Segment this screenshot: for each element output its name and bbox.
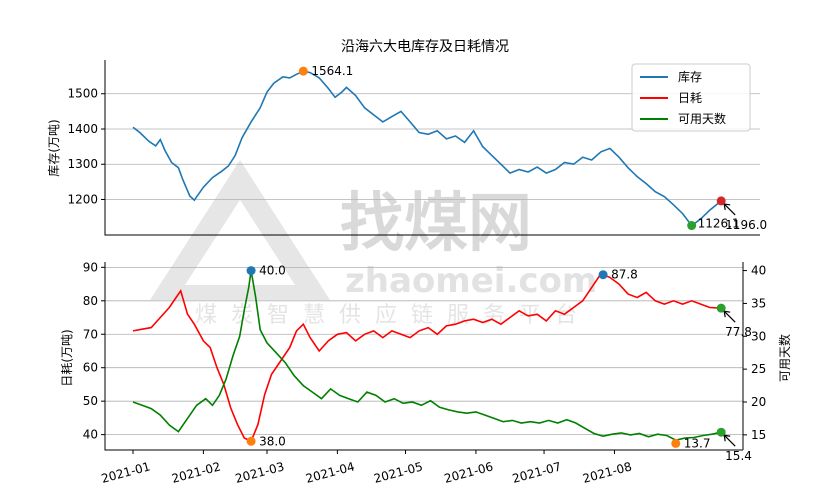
bottom-marker-max: [598, 270, 608, 280]
top-arrow: [723, 203, 736, 216]
bottom-y2-ticks: 15 20 25 30 35 40: [743, 264, 766, 442]
series-line-days: [132, 270, 722, 441]
top-panel: 沿海六大电库存及日耗情况 1200 1300 1400 1500 库存(万吨) 156…: [46, 39, 767, 236]
bottom-y-tick-label: 50: [83, 394, 98, 408]
top-marker-min: [687, 221, 697, 231]
top-label-max: 1564.1: [311, 64, 353, 78]
bottom-y2-tick-label: 40: [751, 264, 766, 278]
bottom-y-ticks: 40 50 60 70 80 90: [83, 260, 105, 442]
top-y-label: 库存(万吨): [46, 119, 61, 176]
bottom-label-last: 77.8: [725, 325, 752, 339]
bottom-marker-last: [716, 427, 726, 437]
watermark: 找煤网 zhaomei.com 煤炭智慧供应链服务平台: [150, 160, 597, 328]
x-tick-label: 2021-07: [511, 459, 563, 486]
top-y-tick-label: 1500: [67, 87, 98, 101]
top-y-tick-label: 1400: [67, 122, 98, 136]
legend-box: [631, 63, 751, 132]
bottom-y2-tick-label: 20: [751, 395, 766, 409]
watermark-brand: 找煤网: [340, 187, 532, 261]
chart-title: 沿海六大电库存及日耗情况: [341, 39, 509, 55]
top-y-tick-label: 1300: [67, 157, 98, 171]
bottom-y2-label: 可用天数: [777, 334, 792, 382]
series-line-inventory: [132, 70, 722, 227]
x-tick-label: 2021-08: [581, 459, 633, 486]
bottom-grid: [105, 266, 743, 436]
bottom-y-tick-label: 70: [83, 327, 98, 341]
top-axes: [104, 60, 760, 236]
bottom-y-tick-label: 90: [83, 260, 98, 274]
top-series: [132, 70, 722, 227]
bottom-y2-tick-label: 35: [751, 296, 766, 310]
top-label-min: 1126.1: [698, 217, 740, 231]
legend-label-inventory: 库存: [678, 69, 702, 84]
x-tick-label: 2021-05: [372, 459, 424, 486]
bottom-arrow: [723, 434, 736, 447]
bottom-label-last: 15.4: [725, 449, 752, 463]
bottom-y-tick-label: 40: [83, 428, 98, 442]
x-tick-label: 2021-01: [100, 459, 152, 486]
watermark-logo: [150, 160, 330, 300]
bottom-y-tick-label: 60: [83, 361, 98, 375]
top-label-last: 1196.0: [725, 218, 767, 232]
bottom-marker-max: [246, 266, 256, 276]
bottom-y2-tick-label: 30: [751, 329, 766, 343]
bottom-y2-tick-label: 25: [751, 362, 766, 376]
bottom-series: [132, 270, 722, 443]
series-line-consumption: [132, 273, 722, 443]
top-marker-max: [298, 66, 308, 76]
bottom-marker-min: [246, 436, 256, 446]
x-tick-label: 2021-02: [170, 459, 222, 486]
bottom-arrow: [723, 310, 736, 323]
bottom-annotations: 40.0 38.0 87.8 13.7 77.8 15.4: [246, 264, 752, 463]
bottom-label-max: 87.8: [611, 268, 638, 282]
x-tick-label: 2021-04: [304, 459, 356, 486]
bottom-y-tick-label: 80: [83, 294, 98, 308]
bottom-label-min: 13.7: [684, 436, 711, 450]
bottom-marker-min: [671, 438, 681, 448]
legend: 库存 日耗 可用天数: [631, 63, 751, 132]
top-y-ticks: 1200 1300 1400 1500: [67, 87, 105, 207]
bottom-x-ticks: 2021-01 2021-02 2021-03 2021-04 2021-05 2021-…: [100, 450, 633, 486]
bottom-label-max: 40.0: [259, 264, 286, 278]
legend-label-days: 可用天数: [678, 111, 726, 126]
bottom-marker-last: [716, 303, 726, 313]
x-tick-label: 2021-03: [234, 459, 286, 486]
bottom-axes: [104, 262, 743, 451]
bottom-y-label: 日耗(万吨): [60, 329, 74, 386]
bottom-label-min: 38.0: [259, 434, 286, 448]
top-y-tick-label: 1200: [67, 193, 98, 207]
bottom-y2-tick-label: 15: [751, 428, 766, 442]
legend-label-consumption: 日耗: [678, 91, 702, 105]
top-marker-last: [716, 196, 726, 206]
x-tick-label: 2021-06: [443, 459, 495, 486]
